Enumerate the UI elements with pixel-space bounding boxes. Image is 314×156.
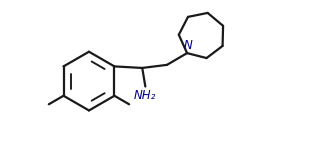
Text: NH₂: NH₂: [134, 89, 156, 102]
Text: N: N: [183, 39, 192, 52]
